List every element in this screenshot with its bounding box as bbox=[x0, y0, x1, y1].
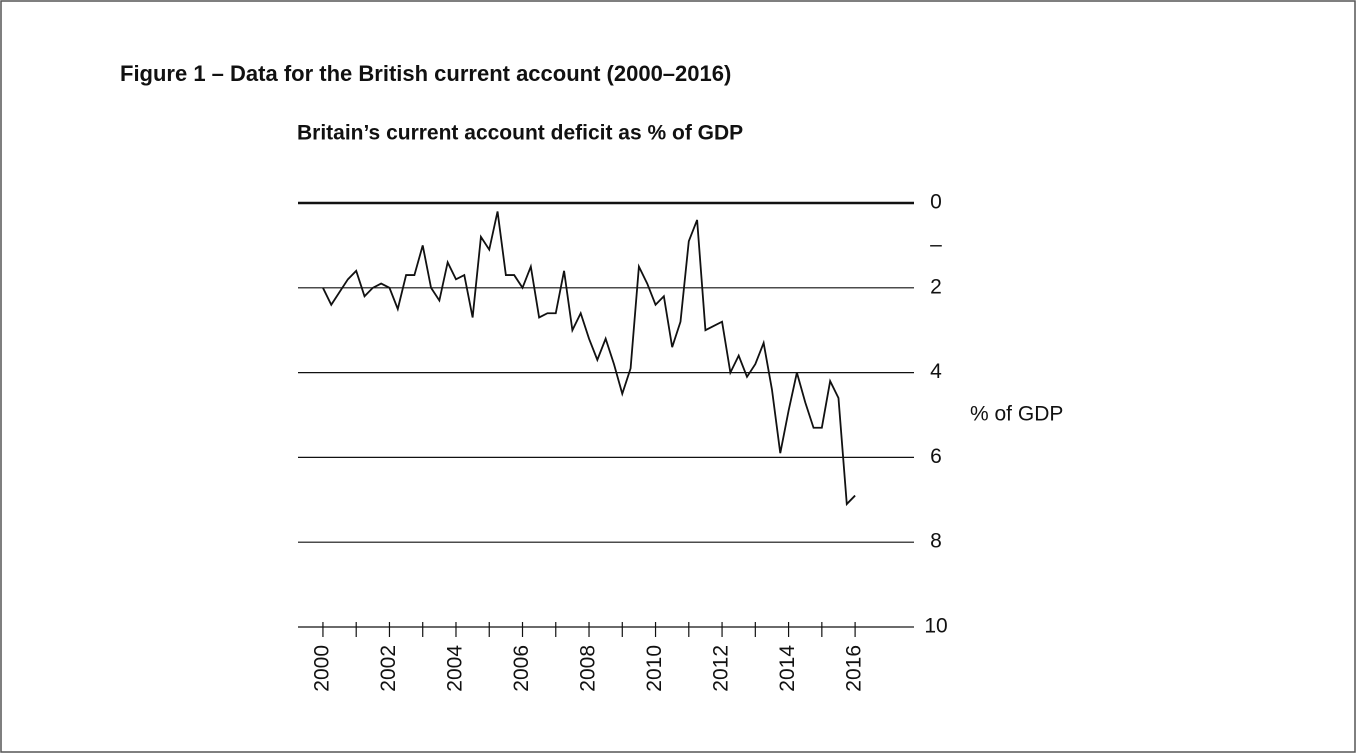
chart-title: Figure 1 – Data for the British current … bbox=[120, 61, 731, 86]
x-tick-label: 2010 bbox=[643, 645, 666, 692]
x-tick-label: 2002 bbox=[377, 645, 400, 692]
y-tick-label: – bbox=[930, 233, 942, 256]
y-tick-label: 4 bbox=[930, 360, 942, 383]
x-tick-label: 2016 bbox=[843, 645, 866, 692]
y-tick-label: 0 bbox=[930, 191, 942, 214]
y-tick-label: 10 bbox=[924, 615, 947, 638]
y-axis-label: % of GDP bbox=[970, 403, 1063, 426]
x-tick-label: 2000 bbox=[310, 645, 333, 692]
y-tick-label: 8 bbox=[930, 530, 942, 553]
data-line bbox=[322, 211, 856, 507]
x-tick-label: 2006 bbox=[510, 645, 533, 692]
x-tick-label: 2008 bbox=[577, 645, 600, 692]
y-tick-label: 2 bbox=[930, 275, 942, 298]
x-tick-label: 2012 bbox=[710, 645, 733, 692]
y-tick-label: 6 bbox=[930, 445, 942, 468]
x-tick-label: 2014 bbox=[776, 645, 799, 692]
chart-subtitle: Britain’s current account deficit as % o… bbox=[297, 122, 743, 145]
x-tick-label: 2004 bbox=[444, 645, 467, 692]
